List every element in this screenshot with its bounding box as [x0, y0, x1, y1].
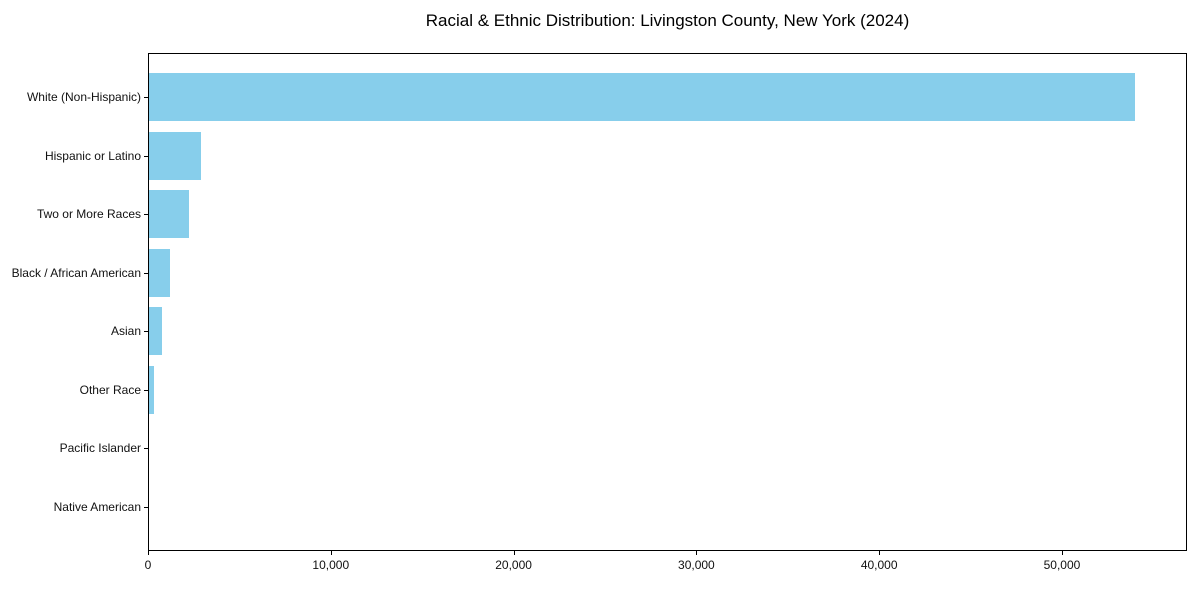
bar-hispanic-or-latino [148, 131, 201, 180]
y-tick-mark [144, 331, 148, 333]
x-tick-label-30000: 30,000 [678, 558, 715, 572]
y-tick-label-two-or-more-races: Two or More Races [36, 207, 141, 222]
x-tick-mark [148, 551, 149, 555]
y-tick-label-black-african-american: Black / African American [11, 265, 141, 280]
bar-two-or-more-races [148, 190, 190, 239]
y-tick-label-native-american: Native American [53, 499, 141, 514]
y-tick-mark [144, 448, 148, 450]
y-tick-label-white-non-hispanic: White (Non-Hispanic) [26, 90, 141, 105]
y-tick-mark [144, 389, 148, 391]
x-tick-label-0: 0 [144, 558, 152, 572]
y-tick-label-asian: Asian [110, 324, 141, 339]
x-tick-mark [1061, 551, 1063, 555]
x-tick-mark [696, 551, 698, 555]
y-tick-mark [144, 506, 148, 508]
chart-title: Racial & Ethnic Distribution: Livingston… [425, 11, 910, 30]
x-tick-mark [330, 551, 332, 555]
y-tick-label-hispanic-or-latino: Hispanic or Latino [44, 148, 141, 163]
bar-pacific-islander [148, 424, 149, 473]
plot-area-border [148, 53, 1187, 551]
x-tick-label-40000: 40,000 [860, 558, 898, 572]
bar-black-african-american [148, 248, 170, 297]
y-tick-mark [144, 97, 148, 99]
x-tick-label-50000: 50,000 [1043, 558, 1081, 572]
y-tick-label-pacific-islander: Pacific Islander [59, 441, 141, 456]
bar-other-race [148, 365, 155, 414]
y-tick-mark [144, 272, 148, 274]
y-tick-mark [144, 214, 148, 216]
x-tick-mark [879, 551, 881, 555]
y-tick-label-other-race: Other Race [79, 382, 141, 397]
x-tick-mark [513, 551, 515, 555]
bar-white-non-hispanic [148, 73, 1136, 122]
y-tick-mark [144, 155, 148, 157]
x-tick-label-10000: 10,000 [312, 558, 350, 572]
bar-asian [148, 307, 163, 356]
x-tick-label-20000: 20,000 [495, 558, 532, 572]
